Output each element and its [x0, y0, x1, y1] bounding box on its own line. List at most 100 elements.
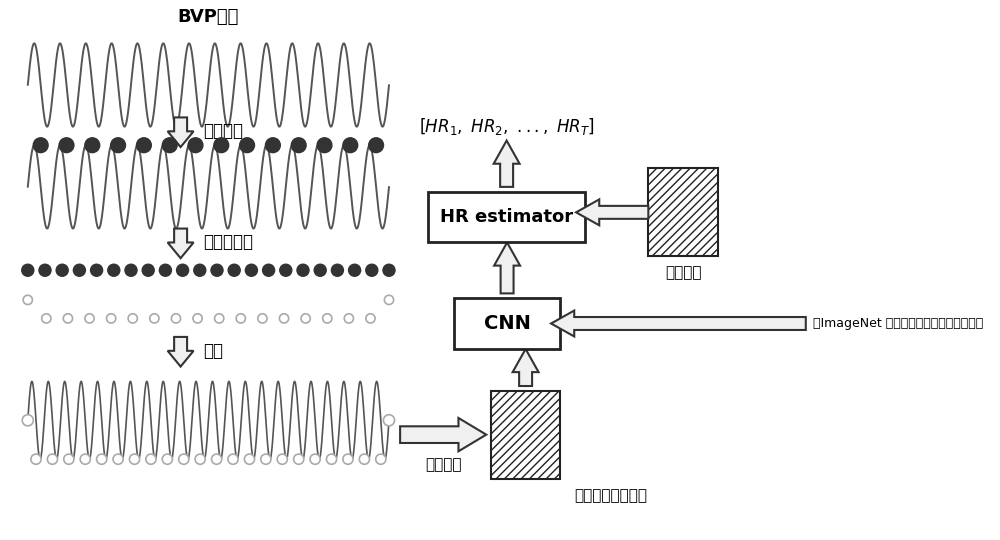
Circle shape	[384, 295, 394, 305]
Circle shape	[343, 138, 358, 153]
Circle shape	[194, 264, 206, 276]
Text: 生成图片: 生成图片	[425, 457, 461, 472]
FancyArrow shape	[168, 228, 194, 258]
Circle shape	[376, 454, 386, 464]
FancyArrow shape	[576, 199, 648, 225]
Circle shape	[291, 138, 306, 153]
Circle shape	[188, 138, 203, 153]
Circle shape	[23, 295, 32, 305]
Bar	[648, 168, 718, 256]
Circle shape	[297, 264, 309, 276]
Circle shape	[129, 454, 140, 464]
Circle shape	[263, 264, 275, 276]
Text: BVP信号: BVP信号	[178, 9, 239, 26]
Circle shape	[125, 264, 137, 276]
Circle shape	[240, 138, 255, 153]
Circle shape	[317, 138, 332, 153]
Circle shape	[179, 454, 189, 464]
Circle shape	[349, 264, 361, 276]
Circle shape	[142, 264, 154, 276]
Circle shape	[211, 264, 223, 276]
Text: HR estimator: HR estimator	[440, 208, 573, 226]
Circle shape	[383, 415, 395, 426]
Circle shape	[193, 314, 202, 323]
Circle shape	[47, 454, 58, 464]
Text: 插值: 插值	[203, 342, 223, 360]
Circle shape	[236, 314, 245, 323]
Text: 测试图像: 测试图像	[665, 266, 701, 280]
Circle shape	[258, 314, 267, 323]
Circle shape	[245, 264, 257, 276]
Circle shape	[195, 454, 205, 464]
FancyArrow shape	[494, 242, 520, 293]
Circle shape	[85, 314, 94, 323]
Circle shape	[111, 138, 125, 153]
Circle shape	[279, 314, 289, 323]
Text: $[HR_1,\ HR_2,\ ...,\ HR_T]$: $[HR_1,\ HR_2,\ ...,\ HR_T]$	[419, 116, 595, 137]
Text: 由ImageNet 预训练获得的参数进行初始化: 由ImageNet 预训练获得的参数进行初始化	[813, 317, 983, 330]
Circle shape	[326, 454, 337, 464]
Circle shape	[162, 454, 172, 464]
Circle shape	[136, 138, 151, 153]
Circle shape	[22, 264, 34, 276]
FancyArrow shape	[168, 337, 194, 367]
Text: 峰值检测: 峰值检测	[203, 123, 243, 140]
Circle shape	[343, 454, 353, 464]
Circle shape	[91, 264, 103, 276]
Text: CNN: CNN	[484, 314, 531, 333]
Circle shape	[244, 454, 255, 464]
Circle shape	[56, 264, 68, 276]
Circle shape	[277, 454, 287, 464]
Circle shape	[42, 314, 51, 323]
Circle shape	[215, 314, 224, 323]
Circle shape	[85, 138, 100, 153]
Circle shape	[301, 314, 310, 323]
Circle shape	[59, 138, 74, 153]
Circle shape	[22, 415, 33, 426]
Circle shape	[261, 454, 271, 464]
Circle shape	[97, 454, 107, 464]
FancyArrow shape	[551, 310, 806, 336]
Circle shape	[150, 314, 159, 323]
Circle shape	[228, 264, 240, 276]
Circle shape	[344, 314, 353, 323]
Circle shape	[108, 264, 120, 276]
Circle shape	[314, 264, 326, 276]
Circle shape	[359, 454, 369, 464]
Circle shape	[177, 264, 189, 276]
Circle shape	[128, 314, 137, 323]
Circle shape	[331, 264, 343, 276]
Circle shape	[228, 454, 238, 464]
Circle shape	[310, 454, 320, 464]
Text: 计算关键点: 计算关键点	[203, 233, 253, 252]
Circle shape	[162, 138, 177, 153]
Circle shape	[80, 454, 90, 464]
Circle shape	[171, 314, 181, 323]
Circle shape	[39, 264, 51, 276]
Circle shape	[366, 314, 375, 323]
Circle shape	[294, 454, 304, 464]
Bar	[491, 390, 560, 478]
Circle shape	[214, 138, 229, 153]
Circle shape	[366, 264, 378, 276]
Circle shape	[63, 314, 73, 323]
Text: 预训练图像数据集: 预训练图像数据集	[574, 488, 647, 503]
Bar	[491, 390, 560, 478]
Circle shape	[107, 314, 116, 323]
FancyArrow shape	[494, 140, 520, 187]
Circle shape	[383, 264, 395, 276]
Circle shape	[113, 454, 123, 464]
Circle shape	[73, 264, 85, 276]
Circle shape	[369, 138, 384, 153]
Circle shape	[265, 138, 280, 153]
Bar	[454, 298, 560, 349]
Circle shape	[146, 454, 156, 464]
Bar	[648, 168, 718, 256]
FancyArrow shape	[400, 418, 486, 451]
FancyArrow shape	[513, 349, 539, 386]
Circle shape	[159, 264, 171, 276]
Circle shape	[212, 454, 222, 464]
Circle shape	[33, 138, 48, 153]
Bar	[428, 192, 585, 242]
Circle shape	[64, 454, 74, 464]
